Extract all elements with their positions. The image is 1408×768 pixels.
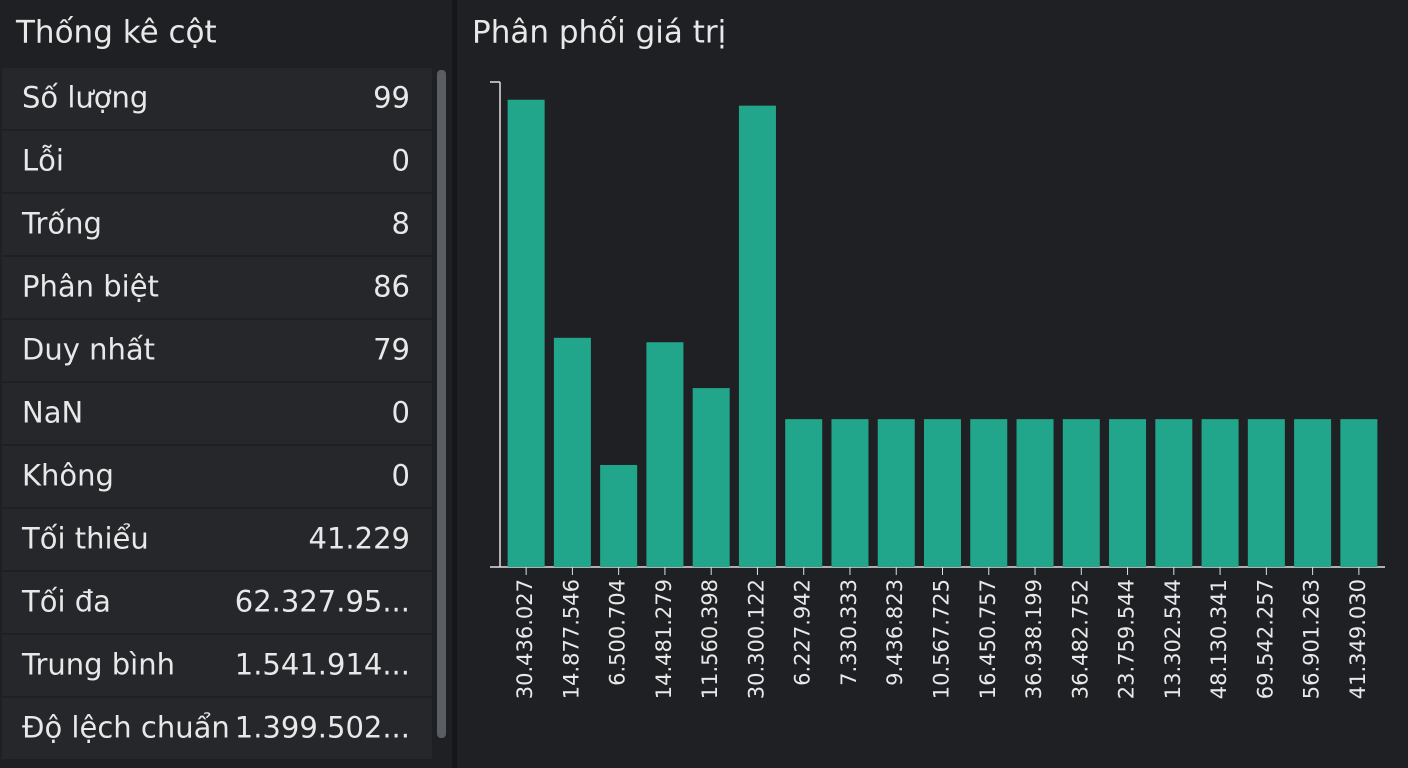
- x-tick-label: 30.436.027: [513, 579, 537, 699]
- x-tick-label: 41.349.030: [1346, 579, 1370, 699]
- bar: [553, 337, 591, 567]
- bar: [1294, 419, 1332, 567]
- table-row: [2, 383, 432, 444]
- x-tick-label: 30.300.122: [744, 579, 768, 699]
- bar: [1109, 419, 1147, 567]
- table-row: [2, 572, 432, 633]
- bar: [507, 99, 545, 568]
- row-label: Trống: [21, 207, 102, 241]
- row-value: 41.229: [309, 522, 410, 556]
- bar: [1247, 419, 1285, 567]
- row-label: Trung bình: [21, 648, 175, 682]
- panel-title: Thống kê cột: [15, 15, 217, 51]
- row-label: Tối đa: [21, 585, 111, 619]
- table-row: [2, 635, 432, 696]
- bar: [646, 342, 684, 567]
- table-row: [2, 131, 432, 192]
- x-tick-label: 13.302.544: [1161, 579, 1185, 699]
- bar: [738, 105, 776, 567]
- bar: [1155, 419, 1193, 567]
- bar: [1340, 419, 1378, 567]
- row-label: Phân biệt: [22, 270, 159, 304]
- row-value: 0: [392, 144, 410, 178]
- x-tick-label: 6.227.942: [791, 579, 815, 686]
- x-tick-label: 10.567.725: [930, 579, 954, 699]
- chart-title: Phân phối giá trị: [472, 15, 726, 51]
- row-label: Tối thiểu: [21, 522, 149, 556]
- bar: [970, 419, 1008, 567]
- row-value: 0: [392, 396, 410, 430]
- x-tick-label: 48.130.341: [1207, 579, 1231, 699]
- row-value: 86: [373, 270, 410, 304]
- x-tick-label: 14.481.279: [652, 579, 676, 699]
- x-tick-label: 36.482.752: [1068, 579, 1092, 699]
- x-tick-label: 11.560.398: [698, 579, 722, 699]
- chart-panel: [457, 0, 1408, 768]
- bar: [1062, 419, 1100, 567]
- row-label: Lỗi: [22, 144, 64, 178]
- table-row: [2, 68, 432, 129]
- row-label: Không: [22, 459, 114, 493]
- row-value: 1.399.502...: [235, 711, 410, 745]
- x-tick-label: 14.877.546: [559, 579, 583, 699]
- row-value: 79: [373, 333, 410, 367]
- x-tick-label: 69.542.257: [1253, 579, 1277, 699]
- row-label: Số lượng: [22, 81, 148, 115]
- x-tick-label: 16.450.757: [976, 579, 1000, 699]
- row-label: Duy nhất: [22, 333, 155, 367]
- row-label: Độ lệch chuẩn: [22, 711, 230, 745]
- bar: [923, 419, 962, 567]
- x-tick-label: 23.759.544: [1115, 579, 1139, 699]
- x-tick-label: 36.938.199: [1022, 579, 1046, 699]
- x-tick-label: 56.901.263: [1300, 579, 1324, 699]
- bar: [600, 464, 638, 567]
- table-row: [2, 509, 432, 570]
- x-tick-label: 6.500.704: [606, 579, 630, 686]
- table-row: [2, 320, 432, 381]
- table-row: [2, 257, 432, 318]
- row-value: 8: [392, 207, 410, 241]
- bar: [877, 419, 915, 567]
- table-row: [2, 698, 432, 759]
- row-value: 1.541.914...: [235, 648, 410, 682]
- bar: [831, 419, 869, 567]
- x-tick-label: 9.436.823: [883, 579, 907, 686]
- row-label: NaN: [22, 396, 83, 430]
- bar: [692, 388, 730, 567]
- table-row: [2, 446, 432, 507]
- row-value: 62.327.95...: [235, 585, 410, 619]
- bar: [1201, 419, 1239, 567]
- scrollbar[interactable]: [437, 70, 446, 738]
- bar: [785, 419, 823, 567]
- x-tick-label: 7.330.333: [837, 579, 861, 686]
- row-value: 99: [373, 81, 410, 115]
- row-value: 0: [392, 459, 410, 493]
- bar: [1016, 419, 1054, 567]
- table-row: [2, 194, 432, 255]
